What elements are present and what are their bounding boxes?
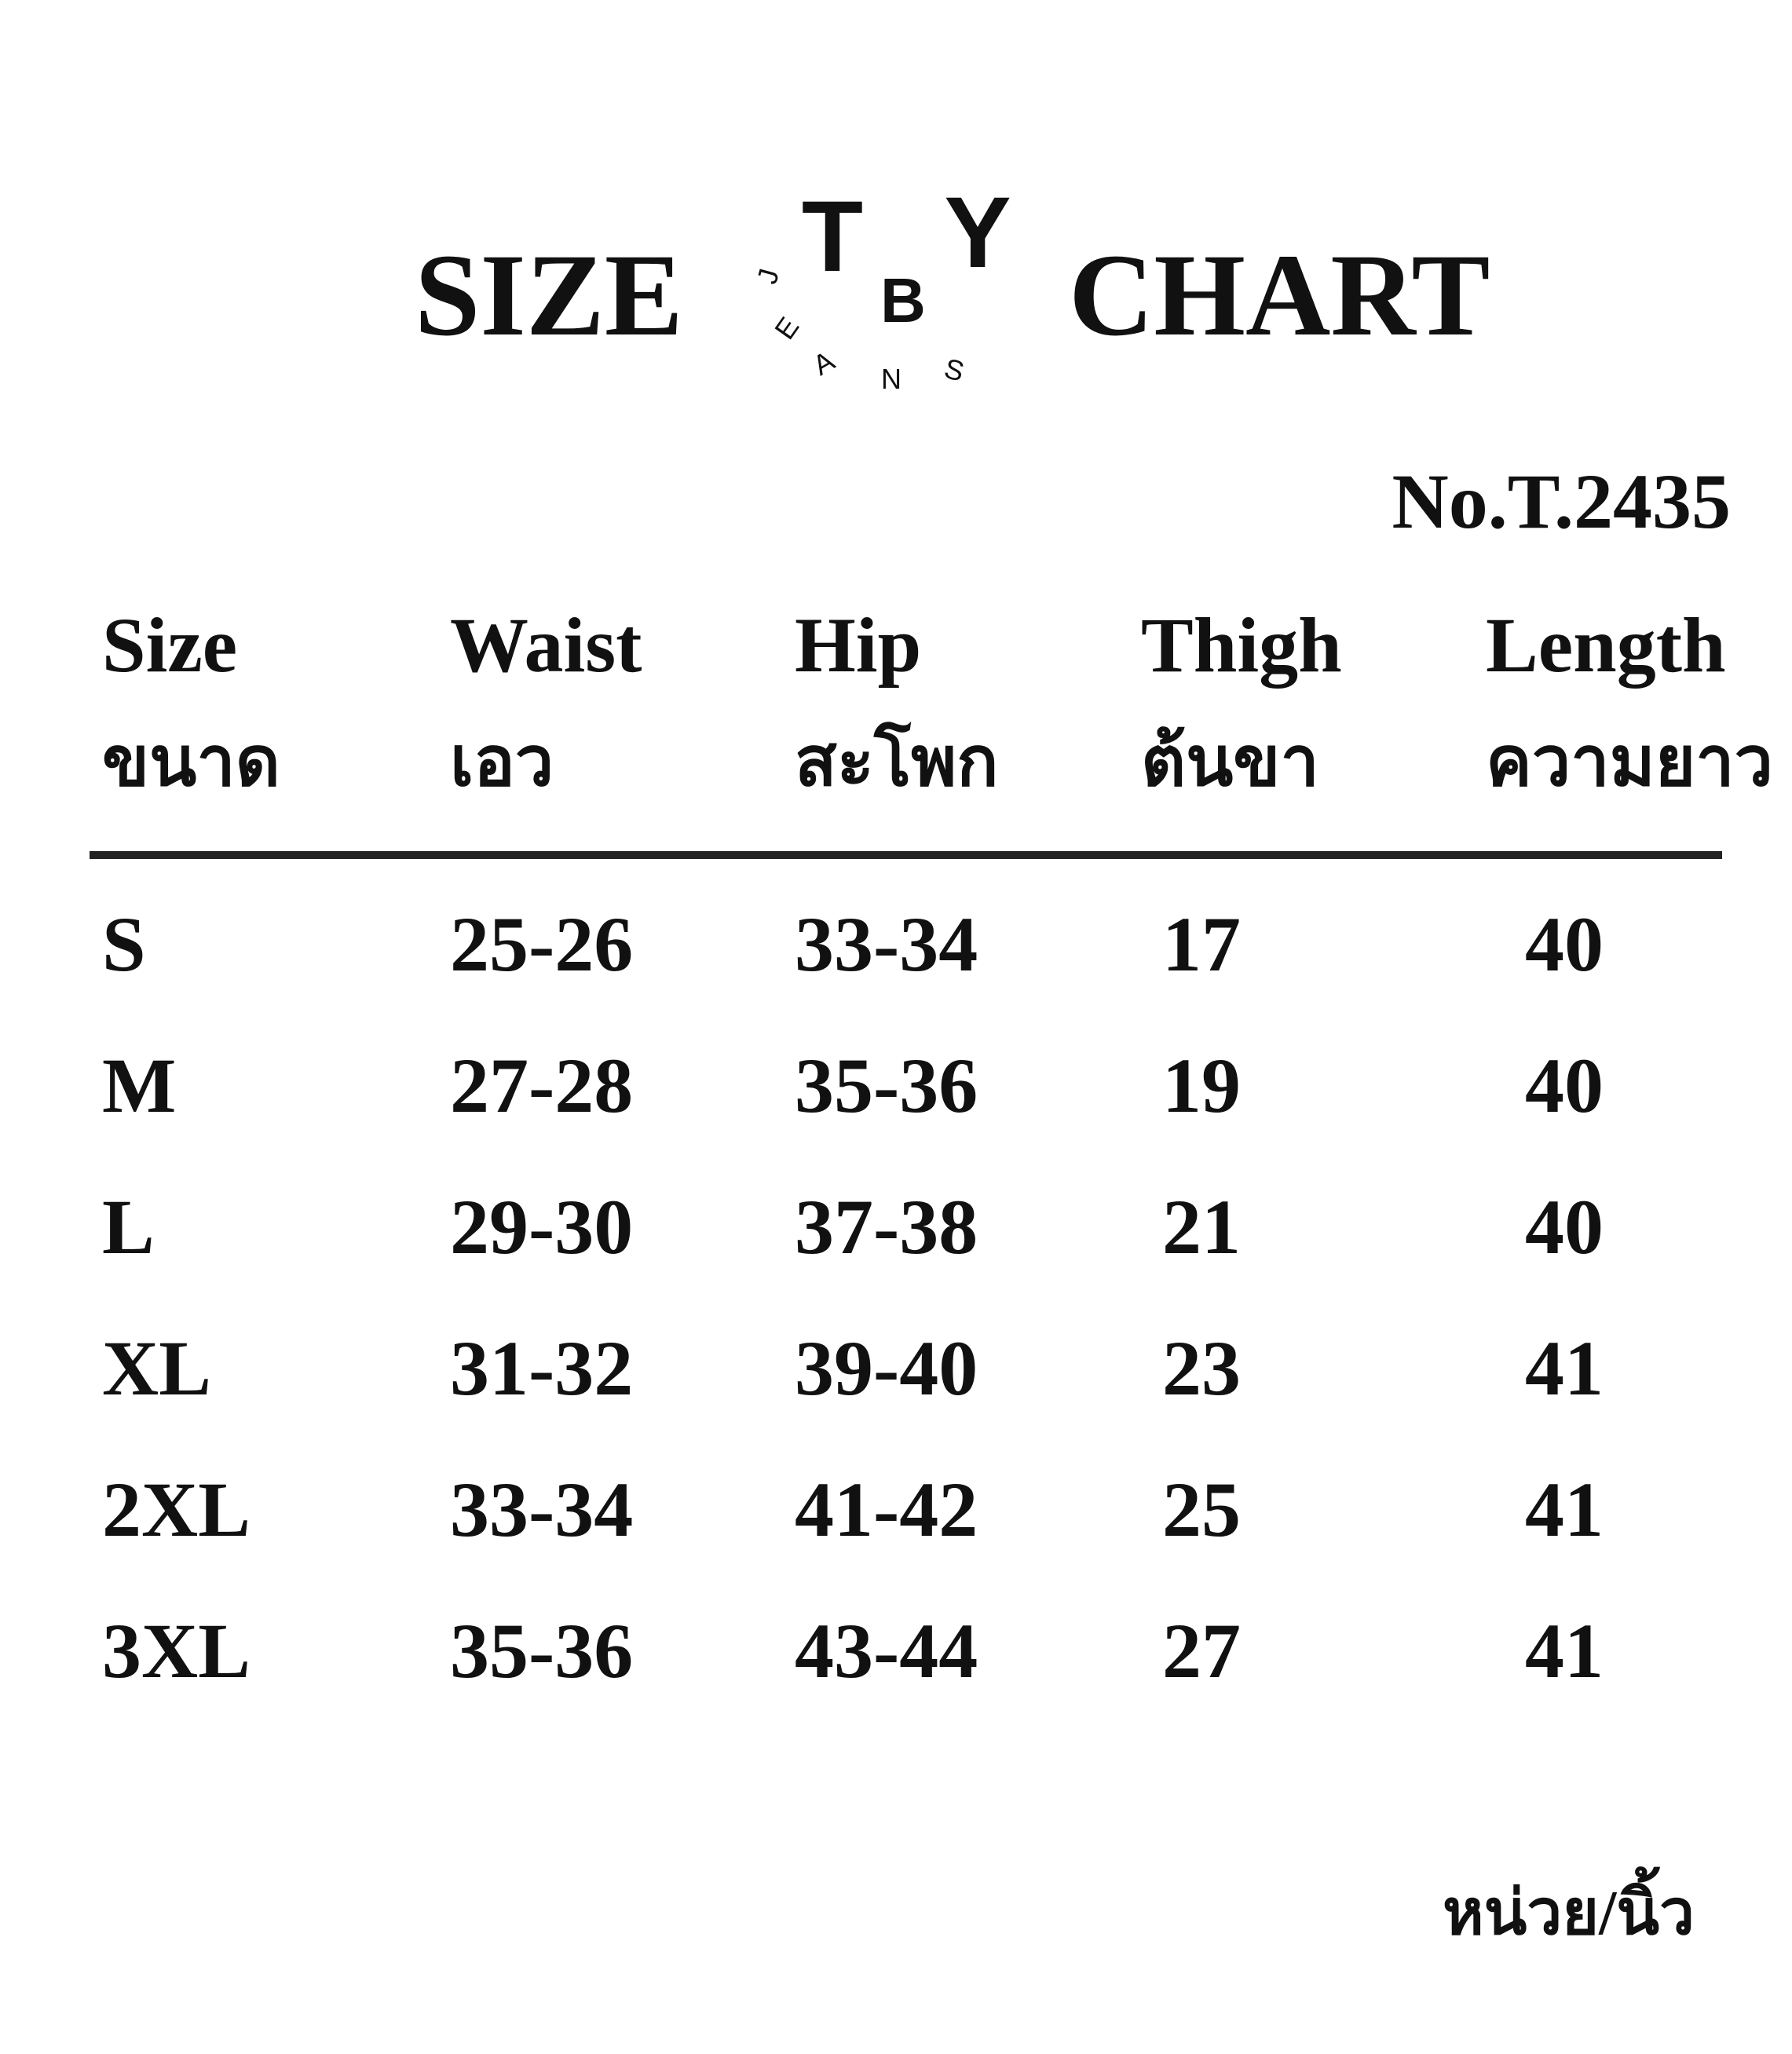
table-cell: 35-36 bbox=[450, 1607, 633, 1694]
table-cell: 40 bbox=[1525, 901, 1604, 988]
table-cell: S bbox=[102, 901, 146, 988]
logo-ring-letter: N bbox=[881, 363, 901, 395]
column-header-thai: ความยาว bbox=[1486, 725, 1773, 801]
table-cell: 25 bbox=[1162, 1466, 1241, 1553]
table-cell: 43-44 bbox=[795, 1607, 978, 1694]
table-cell: 40 bbox=[1525, 1042, 1604, 1129]
column-header-thai: สะโพก bbox=[795, 722, 999, 801]
table-cell: 23 bbox=[1162, 1325, 1241, 1412]
table-cell: 41 bbox=[1525, 1607, 1604, 1694]
column-header: Length bbox=[1486, 601, 1726, 689]
column-header: Hip bbox=[795, 601, 921, 689]
table-cell: L bbox=[102, 1183, 155, 1270]
table-cell: 27 bbox=[1162, 1607, 1241, 1694]
unit-note: หน่วย/นิ้ว bbox=[1443, 1866, 1695, 1948]
table-cell: 2XL bbox=[102, 1466, 251, 1553]
title-right: CHART bbox=[1069, 230, 1490, 360]
table-cell: 39-40 bbox=[795, 1325, 978, 1412]
table-cell: 27-28 bbox=[450, 1042, 633, 1129]
table-cell: 41 bbox=[1525, 1466, 1604, 1553]
table-cell: 3XL bbox=[102, 1607, 251, 1694]
logo-letter: Y bbox=[944, 177, 1011, 289]
table-cell: 41 bbox=[1525, 1325, 1604, 1412]
header-divider bbox=[90, 851, 1722, 859]
column-header-thai: ขนาด bbox=[102, 725, 280, 801]
column-header: Thigh bbox=[1141, 601, 1342, 689]
logo-letter: T bbox=[802, 181, 863, 293]
column-header: Size bbox=[102, 601, 237, 689]
table-cell: 29-30 bbox=[450, 1183, 633, 1270]
table-cell: 41-42 bbox=[795, 1466, 978, 1553]
table-cell: M bbox=[102, 1042, 176, 1129]
column-header-thai: ต้นขา bbox=[1141, 725, 1319, 801]
table-cell: 25-26 bbox=[450, 901, 633, 988]
table-cell: 37-38 bbox=[795, 1183, 978, 1270]
logo-letter: B bbox=[880, 265, 926, 335]
column-header: Waist bbox=[450, 601, 642, 689]
table-cell: 31-32 bbox=[450, 1325, 633, 1412]
table-cell: 19 bbox=[1162, 1042, 1241, 1129]
table-cell: 40 bbox=[1525, 1183, 1604, 1270]
table-cell: 33-34 bbox=[795, 901, 978, 988]
title-left: SIZE bbox=[415, 230, 683, 360]
column-header-thai: เอว bbox=[450, 725, 554, 801]
model-no: No.T.2435 bbox=[1392, 458, 1732, 545]
table-cell: 33-34 bbox=[450, 1466, 633, 1553]
table-cell: XL bbox=[102, 1325, 211, 1412]
table-cell: 35-36 bbox=[795, 1042, 978, 1129]
table-cell: 21 bbox=[1162, 1183, 1241, 1270]
table-cell: 17 bbox=[1162, 901, 1241, 988]
